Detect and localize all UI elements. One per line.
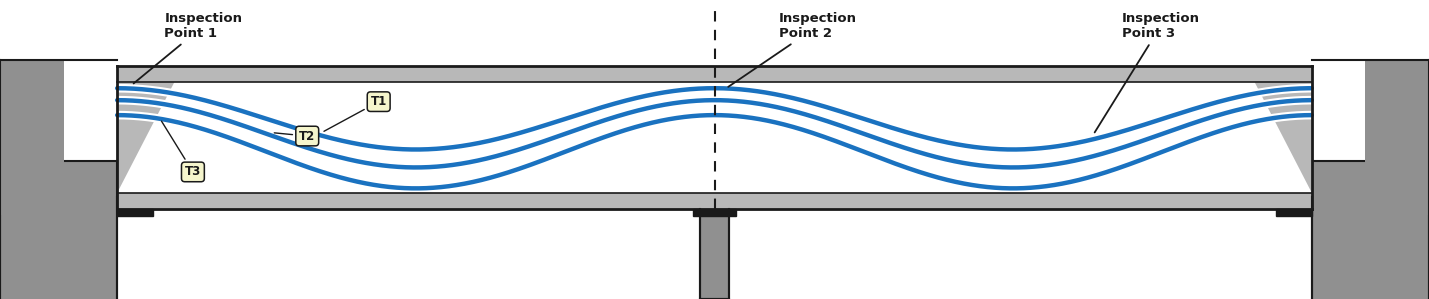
Bar (1276, 209, 1312, 216)
Bar (117, 66, 1312, 209)
Bar (117, 66, 1312, 82)
Bar (117, 193, 1312, 209)
Polygon shape (1255, 82, 1312, 193)
Text: Inspection
Point 3: Inspection Point 3 (1095, 12, 1200, 132)
Bar (0, 60, 64, 215)
Bar (1365, 60, 1429, 215)
Text: T2: T2 (274, 129, 316, 143)
Bar (693, 209, 736, 216)
Polygon shape (117, 82, 174, 193)
Bar (0, 161, 117, 299)
Bar (1312, 161, 1429, 299)
Text: T1: T1 (324, 95, 387, 131)
Bar (117, 209, 153, 216)
Text: T3: T3 (161, 121, 201, 179)
Text: Inspection
Point 2: Inspection Point 2 (729, 12, 857, 87)
Text: Inspection
Point 1: Inspection Point 1 (133, 12, 243, 83)
Bar (700, 209, 729, 299)
